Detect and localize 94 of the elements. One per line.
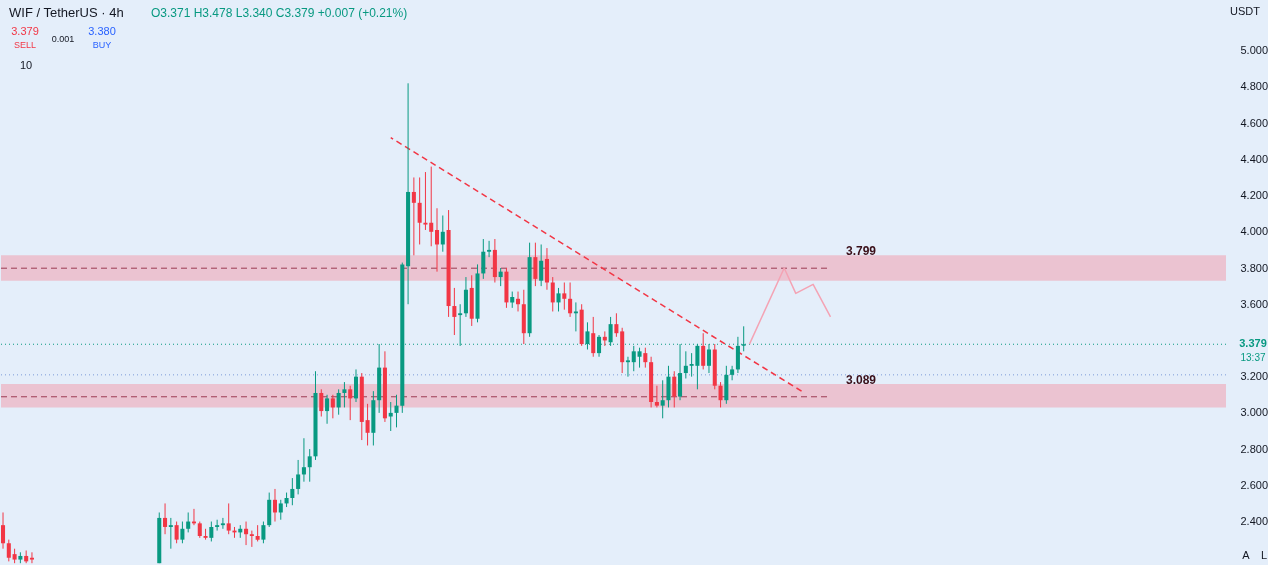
- annotation: 3.379: [11, 25, 39, 37]
- candlestick: [701, 332, 706, 370]
- candlestick: [394, 394, 399, 428]
- candlestick: [278, 499, 283, 521]
- y-tick-label: 4.200: [1240, 189, 1269, 202]
- candlestick: [625, 356, 630, 378]
- y-tick-label: 3.200: [1240, 370, 1269, 383]
- y-tick-label: 2.400: [1240, 515, 1269, 528]
- candlestick: [220, 517, 225, 530]
- y-tick-label: 2.600: [1240, 478, 1269, 491]
- candlestick: [163, 502, 168, 535]
- ref-line-label: 3.799: [845, 244, 877, 259]
- candlestick: [683, 350, 688, 379]
- candlestick: [481, 238, 486, 280]
- candlestick: [706, 343, 711, 374]
- candlestick: [463, 276, 468, 318]
- candlestick: [411, 176, 416, 256]
- chart-title: WIF / TetherUS · 4h: [9, 5, 124, 20]
- candlestick: [556, 287, 561, 312]
- candlestick: [226, 502, 231, 535]
- annotation: SELL: [13, 40, 37, 50]
- candlestick: [168, 517, 173, 550]
- candlestick: [452, 287, 457, 336]
- candlestick: [296, 459, 301, 495]
- annotation: 3.380: [88, 25, 116, 37]
- candlestick: [272, 488, 278, 523]
- candlestick: [186, 511, 191, 533]
- y-tick-label: 3.000: [1240, 406, 1269, 419]
- candlestick: [342, 381, 347, 408]
- candlestick: [330, 394, 335, 419]
- candlestick: [365, 403, 370, 446]
- candlestick: [562, 282, 567, 311]
- candlestick: [244, 521, 249, 546]
- candlestick: [730, 365, 735, 381]
- text: A: [1242, 549, 1251, 561]
- y-tick-label: 4.800: [1240, 80, 1269, 93]
- candlestick: [336, 388, 341, 416]
- candlestick: [568, 282, 573, 318]
- ref-line-label: 3.379: [1239, 337, 1267, 350]
- candlestick: [429, 166, 434, 247]
- line-series: [748, 267, 832, 345]
- candlestick: [307, 448, 312, 483]
- candlestick: [325, 394, 330, 425]
- text: 13:37: [1240, 352, 1266, 363]
- candlestick: [498, 267, 503, 287]
- candlestick: [180, 521, 185, 544]
- candlestick: [643, 347, 648, 369]
- candlestick: [573, 301, 578, 332]
- candlestick: [533, 242, 538, 287]
- y-tick-label: 5.000: [1240, 44, 1269, 57]
- candlestick: [6, 539, 11, 562]
- candlestick: [516, 291, 521, 312]
- candlestick: [660, 379, 665, 419]
- candlestick: [353, 368, 359, 403]
- candlestick: [440, 215, 445, 253]
- annotation: 10: [19, 59, 33, 71]
- y-tick-label: 4.000: [1240, 225, 1269, 238]
- y-tick-label: 4.600: [1240, 116, 1269, 129]
- candlestick: [539, 243, 544, 287]
- candlestick: [544, 247, 549, 291]
- candlestick: [637, 347, 642, 369]
- candlestick: [417, 176, 422, 245]
- candlestick: [550, 276, 555, 312]
- candlestick: [423, 171, 428, 231]
- candlestick: [261, 521, 266, 544]
- annotation: 0.001: [51, 34, 75, 44]
- text: USDT: [1230, 5, 1261, 17]
- candlestick: [434, 207, 440, 273]
- y-tick-label: 2.800: [1240, 442, 1269, 455]
- y-tick-label: 4.400: [1240, 152, 1269, 165]
- candlestick: [672, 370, 677, 408]
- annotation: BUY: [92, 40, 112, 50]
- candlestick: [388, 401, 393, 432]
- candlestick: [591, 316, 596, 358]
- text: O3.371 H3.478 L3.340 C3.379 +0.007 (+0.21%): [151, 6, 408, 20]
- candlestick: [215, 519, 220, 532]
- candlestick: [209, 521, 214, 542]
- candlestick: [735, 336, 740, 374]
- y-tick-label: 3.600: [1240, 297, 1269, 310]
- candlestick: [29, 551, 34, 564]
- candlestick: [1, 511, 6, 550]
- candlestick: [290, 477, 295, 506]
- candlestick: [487, 240, 492, 258]
- candlestick: [666, 365, 671, 408]
- candlestick: [319, 388, 324, 418]
- candlestick: [614, 312, 619, 338]
- y-tick-label: 3.800: [1240, 261, 1269, 274]
- ref-line-label: 3.089: [845, 372, 877, 387]
- candlestick: [718, 381, 723, 408]
- text: L: [1260, 549, 1268, 561]
- candlestick: [301, 437, 306, 483]
- candlestick: [174, 521, 179, 544]
- candlestick: [348, 385, 353, 421]
- candlestick: [654, 385, 659, 408]
